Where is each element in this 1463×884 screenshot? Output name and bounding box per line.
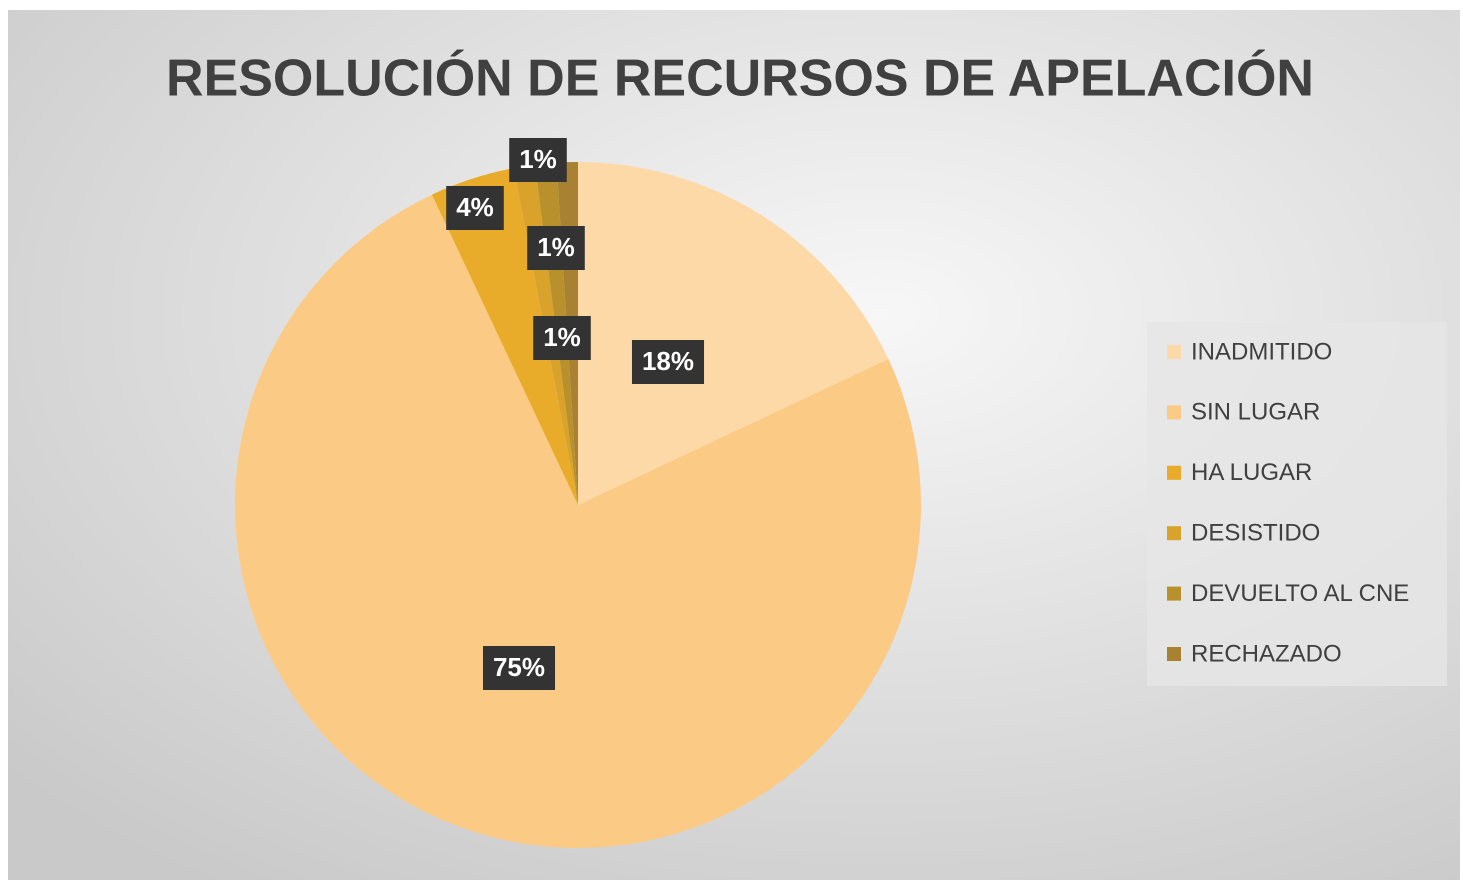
data-label-box	[527, 226, 585, 270]
data-label-box	[509, 138, 567, 182]
pie-slice	[235, 194, 921, 849]
legend-swatch	[1167, 586, 1181, 601]
data-label: 18%	[642, 346, 694, 376]
legend-label: DEVUELTO AL CNE	[1191, 580, 1409, 607]
legend-label: INADMITIDO	[1191, 338, 1332, 365]
legend-swatch	[1167, 465, 1181, 480]
data-label-box	[631, 340, 705, 384]
pie-slice	[578, 162, 889, 505]
data-label-box	[533, 316, 591, 360]
legend-label: HA LUGAR	[1191, 459, 1312, 486]
legend-swatch	[1167, 647, 1181, 661]
data-label: 1%	[537, 232, 575, 262]
data-label: 1%	[519, 144, 557, 174]
chart-title: RESOLUCIÓN DE RECURSOS DE APELACIÓN	[166, 50, 1314, 108]
legend-swatch	[1167, 405, 1181, 420]
legend-label: SIN LUGAR	[1191, 399, 1320, 426]
legend-label: RECHAZADO	[1191, 640, 1342, 667]
legend	[1147, 322, 1447, 686]
data-label-box	[482, 646, 556, 690]
legend-label: DESISTIDO	[1191, 520, 1320, 547]
data-label: 4%	[456, 192, 494, 222]
data-label-box	[446, 186, 504, 230]
pie-slice	[431, 168, 578, 505]
legend-swatch	[1167, 526, 1181, 541]
data-label: 75%	[493, 652, 545, 682]
data-label: 1%	[543, 322, 581, 352]
legend-swatch	[1167, 345, 1181, 359]
